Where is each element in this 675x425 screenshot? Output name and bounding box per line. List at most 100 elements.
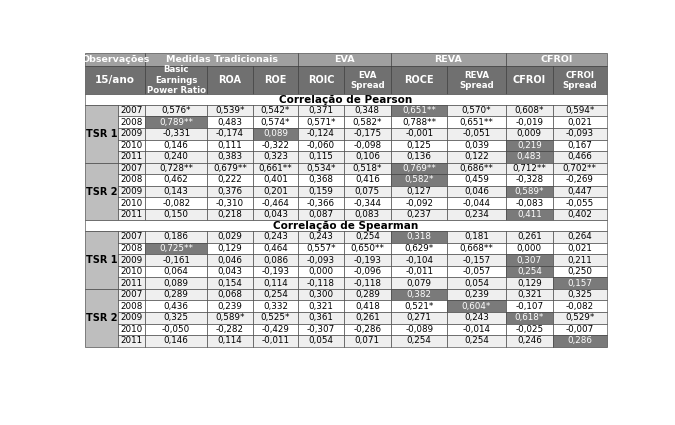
Text: 0,186: 0,186: [164, 232, 188, 241]
Text: -0,060: -0,060: [307, 141, 335, 150]
Bar: [553, 300, 607, 312]
Bar: [506, 323, 553, 335]
Text: 0,286: 0,286: [568, 337, 592, 346]
Bar: [448, 278, 506, 289]
Text: -0,011: -0,011: [405, 267, 433, 276]
Text: -0,044: -0,044: [462, 198, 491, 207]
Bar: [448, 231, 506, 243]
Text: 0,218: 0,218: [217, 210, 242, 219]
Bar: [207, 116, 252, 128]
Bar: [344, 266, 391, 278]
Bar: [145, 151, 207, 163]
Bar: [145, 300, 207, 312]
Text: 0,436: 0,436: [164, 302, 188, 311]
Text: -0,051: -0,051: [462, 129, 491, 138]
Bar: [252, 116, 298, 128]
Bar: [207, 128, 252, 139]
Bar: [553, 335, 607, 347]
Text: 0,539*: 0,539*: [215, 106, 244, 115]
Bar: [553, 105, 607, 116]
Bar: [506, 209, 553, 221]
Bar: [391, 53, 506, 66]
Bar: [344, 197, 391, 209]
Text: 0,157: 0,157: [568, 279, 593, 288]
Bar: [506, 139, 553, 151]
Bar: [118, 323, 145, 335]
Text: 0,243: 0,243: [263, 232, 288, 241]
Text: 0,046: 0,046: [464, 187, 489, 196]
Bar: [391, 312, 448, 323]
Bar: [344, 312, 391, 323]
Text: ROE: ROE: [264, 75, 287, 85]
Bar: [145, 66, 207, 94]
Bar: [85, 53, 145, 66]
Text: -0,098: -0,098: [353, 141, 381, 150]
Bar: [448, 243, 506, 254]
Bar: [118, 231, 145, 243]
Bar: [506, 128, 553, 139]
Text: 0,129: 0,129: [217, 244, 242, 253]
Bar: [118, 335, 145, 347]
Bar: [252, 151, 298, 163]
Text: 0,529*: 0,529*: [565, 313, 595, 322]
Text: 0,043: 0,043: [263, 210, 288, 219]
Bar: [145, 289, 207, 300]
Text: -0,092: -0,092: [405, 198, 433, 207]
Bar: [506, 66, 553, 94]
Bar: [391, 335, 448, 347]
Bar: [298, 266, 344, 278]
Bar: [391, 105, 448, 116]
Text: 0,250: 0,250: [568, 267, 593, 276]
Text: 0,650**: 0,650**: [350, 244, 384, 253]
Bar: [344, 186, 391, 197]
Text: 0,125: 0,125: [407, 141, 431, 150]
Text: -0,331: -0,331: [162, 129, 190, 138]
Text: 0,411: 0,411: [517, 210, 542, 219]
Bar: [448, 151, 506, 163]
Bar: [118, 278, 145, 289]
Text: -0,082: -0,082: [566, 302, 594, 311]
Bar: [207, 151, 252, 163]
Text: 0,021: 0,021: [568, 118, 592, 127]
Bar: [298, 197, 344, 209]
Bar: [252, 197, 298, 209]
Text: 0,447: 0,447: [568, 187, 592, 196]
Bar: [207, 335, 252, 347]
Text: CFROI
Spread: CFROI Spread: [562, 71, 597, 90]
Text: 0,254: 0,254: [407, 337, 431, 346]
Text: 0,240: 0,240: [164, 153, 188, 162]
Bar: [391, 139, 448, 151]
Text: 2009: 2009: [120, 129, 142, 138]
Bar: [118, 151, 145, 163]
Text: 0,087: 0,087: [308, 210, 333, 219]
Bar: [298, 243, 344, 254]
Text: 2007: 2007: [120, 290, 142, 299]
Text: -0,104: -0,104: [405, 255, 433, 264]
Bar: [553, 323, 607, 335]
Bar: [344, 139, 391, 151]
Text: 0,181: 0,181: [464, 232, 489, 241]
Text: 0,234: 0,234: [464, 210, 489, 219]
Bar: [145, 278, 207, 289]
Bar: [344, 231, 391, 243]
Bar: [344, 278, 391, 289]
Bar: [344, 66, 391, 94]
Bar: [391, 66, 448, 94]
Bar: [145, 254, 207, 266]
Text: 0,271: 0,271: [407, 313, 431, 322]
Text: ROA: ROA: [219, 75, 242, 85]
Text: 0,318: 0,318: [407, 232, 432, 241]
Text: 0,219: 0,219: [517, 141, 542, 150]
Text: 0,332: 0,332: [263, 302, 288, 311]
Text: CFROI: CFROI: [540, 55, 572, 64]
Text: 0,608*: 0,608*: [514, 106, 544, 115]
Bar: [298, 231, 344, 243]
Bar: [448, 335, 506, 347]
Text: 0,402: 0,402: [568, 210, 592, 219]
Text: 0,542*: 0,542*: [261, 106, 290, 115]
Text: 0,325: 0,325: [163, 313, 189, 322]
Bar: [118, 139, 145, 151]
Text: 0,582*: 0,582*: [352, 118, 382, 127]
Bar: [448, 266, 506, 278]
Text: 0,464: 0,464: [263, 244, 288, 253]
